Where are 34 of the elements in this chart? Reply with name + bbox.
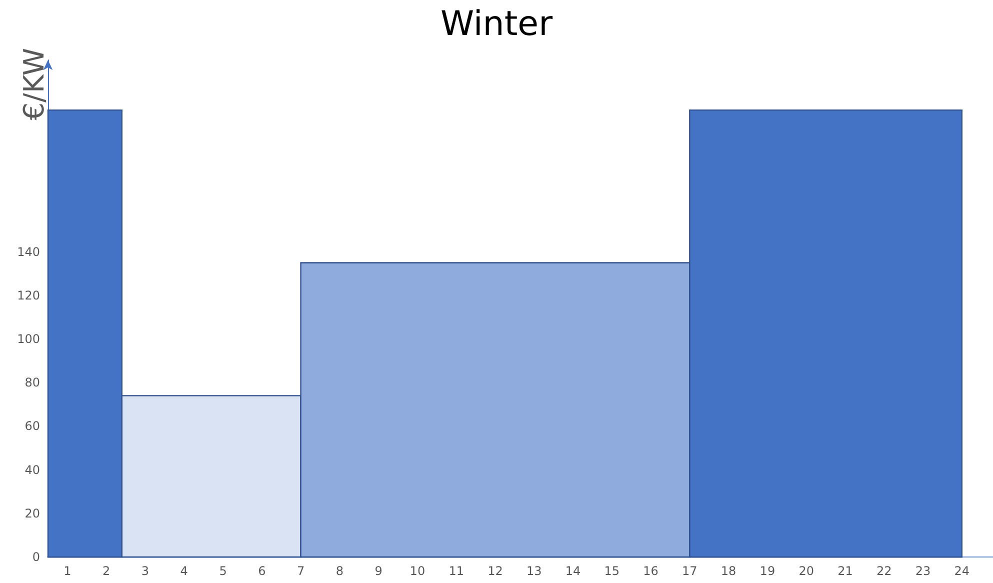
- x-tick-label: 7: [296, 564, 305, 578]
- x-tick-label: 24: [954, 564, 970, 578]
- x-tick-label: 18: [720, 564, 736, 578]
- y-tick-label: 40: [24, 462, 40, 477]
- y-tick-label: 120: [17, 288, 40, 302]
- x-tick-label: 13: [526, 564, 542, 578]
- x-tick-label: 15: [604, 564, 620, 578]
- x-tick-label: 16: [643, 564, 658, 578]
- x-tick-label: 19: [760, 564, 776, 578]
- x-tick-label: 20: [798, 564, 814, 578]
- x-tick-label: 2: [102, 564, 110, 578]
- y-tick-label: 100: [17, 332, 40, 346]
- x-tick-label: 8: [336, 564, 344, 578]
- x-tick-label: 23: [915, 564, 931, 578]
- x-tick-label: 3: [141, 564, 150, 578]
- x-tick-label: 12: [488, 564, 503, 578]
- x-tick-label: 10: [410, 564, 426, 578]
- y-tick-label: 20: [24, 506, 40, 520]
- x-tick-label: 14: [565, 564, 581, 578]
- x-tick-label: 17: [682, 564, 698, 578]
- chart-title: Winter: [440, 4, 553, 44]
- y-tick-label: 80: [24, 376, 40, 390]
- y-tick-label: 60: [24, 419, 40, 434]
- x-tick-label: 11: [448, 564, 464, 578]
- x-tick-label: 1: [64, 564, 72, 578]
- x-tick-label: 22: [876, 564, 892, 578]
- x-tick-label: 9: [374, 564, 382, 578]
- x-tick-label: 21: [838, 564, 853, 578]
- x-tick-label: 5: [219, 564, 227, 578]
- y-tick-label: 140: [17, 244, 40, 259]
- x-tick-label: 4: [180, 564, 188, 578]
- x-tick-label: 6: [258, 564, 266, 578]
- y-tick-label: 0: [32, 550, 40, 564]
- y-axis-title: €/KW: [18, 48, 50, 120]
